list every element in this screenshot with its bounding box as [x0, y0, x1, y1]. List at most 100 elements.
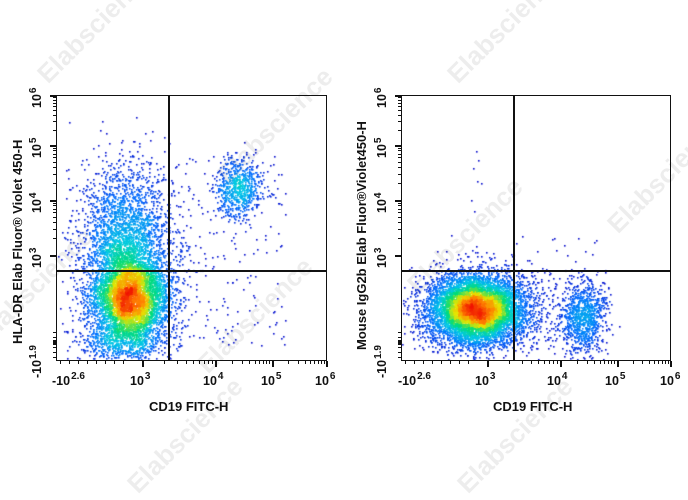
axis-tick [50, 255, 56, 257]
axis-tick [263, 361, 265, 364]
right-xtick-3: 105 [605, 371, 626, 389]
right-ytick-4: 106 [373, 87, 390, 108]
axis-tick [648, 361, 650, 364]
axis-tick [398, 121, 401, 123]
right-x-axis-label: CD19 FITC-H [493, 399, 573, 414]
axis-tick [611, 361, 613, 364]
right-xtick-2: 104 [547, 371, 568, 389]
axis-tick [594, 361, 596, 364]
axis-tick [398, 212, 401, 214]
left-x-axis-label: CD19 FITC-H [149, 399, 229, 414]
axis-tick [314, 361, 316, 364]
axis-tick [398, 114, 401, 116]
axis-tick [53, 342, 56, 343]
left-plot-frame [56, 95, 327, 361]
axis-tick [53, 102, 56, 104]
axis-tick [304, 361, 306, 364]
axis-tick [432, 361, 433, 364]
axis-tick [521, 361, 523, 364]
axis-tick [664, 361, 666, 364]
axis-tick [395, 145, 401, 147]
axis-tick [50, 200, 56, 202]
axis-tick [53, 332, 56, 333]
axis-tick [398, 205, 401, 207]
axis-tick [53, 238, 56, 240]
axis-tick [163, 361, 165, 364]
axis-tick [398, 166, 401, 168]
axis-tick [398, 347, 401, 348]
axis-tick [395, 255, 401, 257]
axis-tick [53, 106, 56, 108]
right-xtick-1: 103 [475, 371, 496, 389]
right-plot-frame [401, 95, 671, 361]
axis-tick [53, 166, 56, 168]
axis-tick [114, 361, 115, 364]
axis-tick [53, 161, 56, 163]
left-plot-panel: HLA-DR Elab Fluor® Violet 450-H -101.9 1… [0, 0, 344, 490]
axis-tick [398, 150, 401, 152]
axis-tick [398, 202, 401, 204]
axis-tick [232, 361, 234, 364]
axis-tick [398, 183, 401, 185]
axis-tick [309, 361, 311, 364]
axis-tick [320, 361, 322, 364]
axis-tick [53, 357, 56, 358]
axis-tick [297, 361, 299, 364]
axis-tick [487, 361, 489, 367]
axis-tick [398, 161, 401, 163]
axis-tick [53, 228, 56, 230]
axis-tick [53, 121, 56, 123]
axis-tick [670, 361, 672, 367]
axis-tick [69, 361, 70, 364]
axis-tick [577, 361, 579, 364]
axis-tick [211, 361, 213, 364]
axis-tick [398, 97, 401, 99]
axis-tick [323, 361, 325, 364]
axis-tick [395, 95, 401, 97]
axis-tick [608, 361, 610, 364]
axis-tick [398, 352, 401, 353]
right-quadrant-horizontal-line [401, 270, 671, 272]
axis-tick [398, 342, 401, 343]
axis-tick [405, 361, 406, 364]
axis-tick [395, 200, 401, 202]
axis-tick [398, 106, 401, 108]
axis-tick [661, 361, 663, 364]
axis-tick [53, 183, 56, 185]
axis-tick [552, 361, 554, 364]
axis-tick [450, 361, 451, 364]
axis-tick [398, 157, 401, 159]
axis-tick [203, 361, 205, 364]
axis-tick [53, 208, 56, 210]
axis-tick [398, 102, 401, 104]
axis-tick [50, 145, 56, 147]
axis-tick [50, 95, 56, 97]
axis-tick [658, 361, 660, 364]
axis-tick [441, 361, 442, 364]
axis-tick [53, 99, 56, 101]
axis-tick [53, 337, 56, 338]
axis-tick [398, 337, 401, 338]
right-ytick-0: -101.9 [373, 345, 390, 378]
axis-tick [632, 361, 634, 364]
axis-tick [272, 361, 274, 367]
axis-tick [254, 361, 256, 364]
axis-tick [560, 361, 562, 367]
axis-tick [60, 361, 61, 364]
axis-tick [123, 361, 124, 364]
axis-tick [53, 150, 56, 152]
axis-tick [193, 361, 195, 364]
axis-tick [53, 205, 56, 207]
axis-tick [599, 361, 601, 364]
axis-tick [53, 216, 56, 218]
axis-tick [556, 361, 558, 364]
axis-tick [398, 216, 401, 218]
axis-tick [459, 361, 460, 364]
axis-tick [587, 361, 589, 364]
right-ytick-2: 104 [373, 192, 390, 213]
left-quadrant-horizontal-line [56, 270, 327, 272]
axis-tick [654, 361, 656, 364]
axis-tick [53, 352, 56, 353]
axis-tick [468, 361, 469, 364]
